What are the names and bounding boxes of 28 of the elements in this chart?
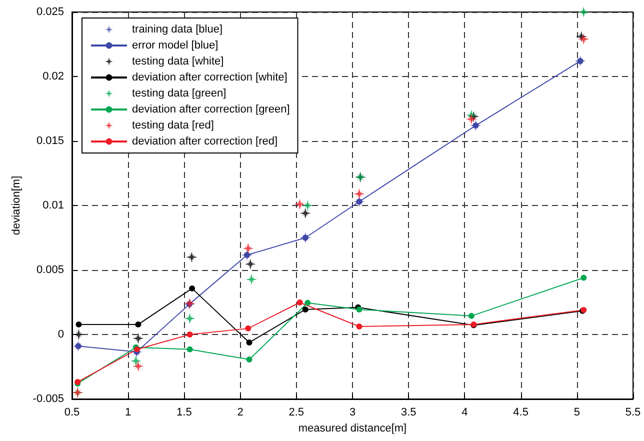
x-axis-title: measured distance[m]	[298, 422, 407, 434]
legend-label: deviation after correction [white]	[132, 72, 288, 84]
legend-label: deviation after correction [red]	[132, 136, 278, 148]
y-tick-label: -0.005	[32, 393, 64, 405]
x-tick-label: 0.5	[64, 406, 80, 418]
x-tick-label: 4.5	[513, 406, 528, 418]
legend-label: deviation after correction [green]	[132, 104, 290, 116]
x-tick-label: 3	[349, 406, 356, 418]
legend-label: error model [blue]	[132, 40, 218, 52]
legend-label: testing data [white]	[132, 56, 224, 68]
y-tick-label: 0.015	[36, 135, 64, 147]
y-tick-label: 0.005	[36, 264, 64, 276]
x-tick-label: 1.5	[176, 406, 192, 418]
y-tick-label: 0.01	[42, 200, 64, 212]
x-tick-label: 5.5	[625, 406, 641, 418]
legend-label: training data [blue]	[132, 24, 223, 36]
x-tick-label: 4	[462, 406, 468, 418]
x-tick-label: 5	[574, 406, 580, 418]
y-tick-label: 0	[58, 328, 64, 340]
y-tick-label: 0.025	[36, 6, 64, 18]
x-tick-label: 2.5	[288, 406, 304, 418]
legend-label: testing data [red]	[132, 120, 214, 132]
x-tick-label: 2	[237, 406, 244, 418]
y-axis-title: deviation[m]	[10, 176, 22, 236]
y-tick-label: 0.02	[42, 70, 64, 82]
x-tick-label: 1	[125, 406, 132, 418]
legend-label: testing data [green]	[132, 88, 226, 100]
x-tick-label: 3.5	[400, 406, 416, 418]
